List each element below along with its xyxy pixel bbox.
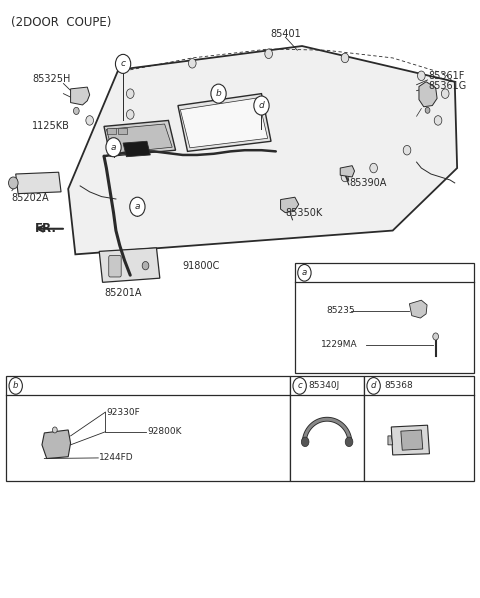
Text: 91800C: 91800C (183, 261, 220, 271)
Circle shape (367, 377, 380, 394)
FancyBboxPatch shape (109, 255, 121, 277)
Text: 85361G: 85361G (429, 81, 467, 91)
Text: FR.: FR. (35, 222, 57, 235)
Text: c: c (297, 382, 302, 390)
Circle shape (301, 437, 309, 447)
Polygon shape (16, 172, 61, 194)
Circle shape (126, 89, 134, 99)
Polygon shape (180, 98, 268, 148)
Circle shape (73, 107, 79, 114)
Text: 85368: 85368 (384, 382, 413, 390)
Polygon shape (419, 82, 437, 107)
Text: b: b (13, 382, 18, 390)
Circle shape (418, 71, 425, 81)
Circle shape (130, 197, 145, 216)
Circle shape (142, 261, 149, 270)
Circle shape (86, 115, 94, 125)
Text: 85201A: 85201A (104, 288, 142, 298)
Text: 85350K: 85350K (285, 208, 323, 218)
Polygon shape (123, 141, 150, 157)
Text: 85235: 85235 (326, 306, 355, 315)
Circle shape (370, 163, 377, 173)
Text: (2DOOR  COUPE): (2DOOR COUPE) (11, 16, 111, 29)
Circle shape (9, 177, 18, 189)
Polygon shape (340, 166, 355, 177)
Circle shape (265, 49, 273, 59)
Polygon shape (281, 197, 299, 213)
Circle shape (425, 107, 430, 113)
Text: 85325H: 85325H (33, 74, 71, 84)
FancyBboxPatch shape (364, 376, 474, 481)
Text: d: d (371, 382, 376, 390)
Polygon shape (388, 436, 393, 445)
Circle shape (345, 437, 353, 447)
Polygon shape (409, 300, 427, 318)
Circle shape (116, 54, 131, 74)
Text: 85390A: 85390A (350, 178, 387, 188)
Polygon shape (178, 94, 271, 151)
Text: 1244FD: 1244FD (99, 453, 134, 462)
Circle shape (298, 264, 311, 281)
FancyBboxPatch shape (290, 376, 364, 481)
Text: 85401: 85401 (270, 29, 300, 39)
Circle shape (341, 53, 349, 63)
Circle shape (433, 333, 439, 340)
Text: 85202A: 85202A (11, 193, 48, 203)
Polygon shape (99, 248, 160, 282)
Polygon shape (391, 425, 430, 455)
FancyBboxPatch shape (108, 127, 116, 133)
Circle shape (254, 96, 269, 115)
Circle shape (434, 115, 442, 125)
FancyBboxPatch shape (118, 127, 127, 133)
Text: 85361F: 85361F (429, 71, 465, 81)
Polygon shape (107, 124, 172, 153)
Circle shape (211, 84, 226, 103)
Text: 85340J: 85340J (308, 382, 339, 390)
Text: d: d (259, 101, 264, 110)
Text: a: a (111, 143, 116, 152)
Circle shape (442, 89, 449, 99)
Circle shape (189, 59, 196, 68)
Circle shape (106, 138, 121, 157)
Text: 92800K: 92800K (147, 427, 181, 436)
Polygon shape (42, 430, 71, 459)
Circle shape (9, 377, 23, 394)
Polygon shape (71, 87, 90, 105)
Circle shape (126, 109, 134, 119)
Text: 1125KB: 1125KB (33, 121, 70, 132)
Circle shape (403, 145, 411, 155)
FancyBboxPatch shape (295, 263, 474, 373)
Circle shape (341, 172, 349, 182)
Circle shape (293, 377, 306, 394)
Circle shape (52, 427, 57, 433)
FancyBboxPatch shape (6, 376, 290, 481)
Text: a: a (135, 202, 140, 211)
Polygon shape (401, 430, 423, 450)
Text: 92330F: 92330F (107, 408, 140, 417)
Text: a: a (302, 269, 307, 277)
Text: b: b (216, 89, 221, 98)
Polygon shape (104, 120, 176, 156)
Polygon shape (68, 46, 457, 254)
Text: c: c (120, 59, 126, 68)
Text: 1229MA: 1229MA (321, 340, 358, 349)
